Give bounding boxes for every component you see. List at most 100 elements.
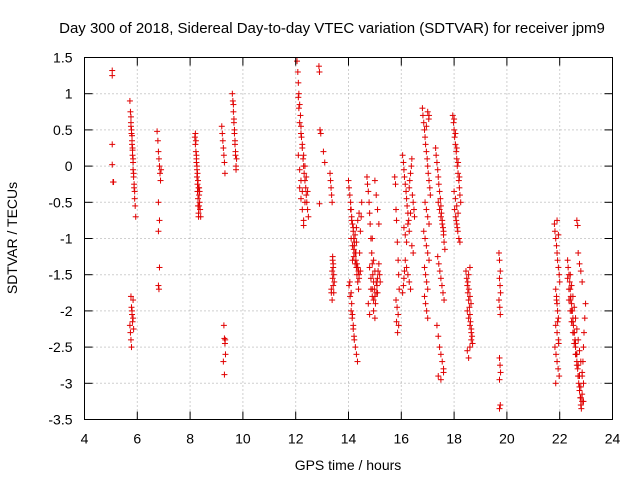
data-point <box>231 126 238 133</box>
data-point <box>407 286 414 293</box>
data-point <box>157 177 164 184</box>
y-tick-label: -1 <box>60 231 73 247</box>
data-point <box>579 369 586 376</box>
data-point <box>456 239 463 246</box>
data-point <box>296 101 303 108</box>
data-point <box>400 159 407 166</box>
data-point <box>348 300 355 307</box>
x-tick-label: 14 <box>341 431 357 447</box>
data-point <box>440 224 447 231</box>
data-point <box>580 398 587 405</box>
data-point <box>453 155 460 162</box>
data-point <box>348 307 355 314</box>
data-point <box>422 235 429 242</box>
data-point <box>575 362 582 369</box>
data-point <box>127 123 134 130</box>
data-point <box>193 166 200 173</box>
data-point <box>419 112 426 119</box>
data-point <box>366 199 373 206</box>
data-point <box>221 159 228 166</box>
data-point <box>367 286 374 293</box>
data-point <box>456 192 463 199</box>
data-point <box>410 206 417 213</box>
data-point <box>127 336 134 343</box>
data-point <box>350 322 357 329</box>
data-point <box>233 166 240 173</box>
data-point <box>497 311 504 318</box>
data-point <box>192 137 199 144</box>
data-point <box>574 222 581 229</box>
data-point <box>555 365 562 372</box>
data-point <box>355 268 362 275</box>
data-point <box>357 228 364 235</box>
data-point <box>315 63 322 70</box>
data-point <box>553 297 560 304</box>
data-point <box>465 315 472 322</box>
data-point <box>422 134 429 141</box>
data-point <box>219 130 226 137</box>
data-point <box>369 235 376 242</box>
data-point <box>316 200 323 207</box>
data-point <box>231 137 238 144</box>
data-point <box>572 340 579 347</box>
data-point <box>346 282 353 289</box>
data-point <box>402 231 409 238</box>
data-point <box>578 405 585 412</box>
data-point <box>297 177 304 184</box>
data-point <box>402 257 409 264</box>
data-point <box>552 286 559 293</box>
data-point <box>440 289 447 296</box>
data-point <box>128 130 135 137</box>
data-point <box>455 235 462 242</box>
data-point <box>555 264 562 271</box>
data-point <box>394 239 401 246</box>
data-point <box>437 195 444 202</box>
data-point <box>453 221 460 228</box>
data-point <box>556 373 563 380</box>
data-point <box>463 275 470 282</box>
data-point <box>573 326 580 332</box>
data-point <box>426 112 433 119</box>
data-point <box>466 311 473 318</box>
data-point <box>156 163 163 170</box>
data-point <box>408 155 415 162</box>
x-tick-label: 12 <box>288 431 304 447</box>
data-point <box>467 318 474 325</box>
data-point <box>130 315 137 322</box>
data-point <box>400 224 407 231</box>
data-point <box>566 278 573 285</box>
data-point <box>355 286 362 293</box>
data-point <box>450 119 457 126</box>
data-point <box>370 307 377 314</box>
data-point <box>466 344 473 351</box>
data-point <box>435 333 442 340</box>
data-point <box>374 275 381 282</box>
data-point <box>495 297 502 304</box>
data-point <box>497 282 504 289</box>
data-point <box>451 206 458 213</box>
data-point <box>554 300 561 307</box>
data-point <box>371 268 378 275</box>
data-point <box>455 170 462 177</box>
data-point <box>555 340 562 347</box>
data-point <box>222 351 229 358</box>
data-point <box>579 278 586 285</box>
data-point <box>300 152 307 159</box>
data-point <box>127 329 134 336</box>
data-point <box>441 239 448 246</box>
data-point <box>424 155 431 162</box>
data-point <box>367 221 374 228</box>
data-point <box>423 278 430 285</box>
data-point <box>452 195 459 202</box>
data-point <box>358 199 365 206</box>
data-point <box>426 221 433 228</box>
data-point <box>129 145 136 151</box>
data-point <box>193 159 200 166</box>
data-point <box>350 246 357 253</box>
data-point <box>579 391 586 398</box>
data-point <box>554 358 561 365</box>
data-point <box>555 315 562 322</box>
data-point <box>221 170 228 177</box>
data-point <box>328 184 335 191</box>
data-point <box>571 329 578 336</box>
